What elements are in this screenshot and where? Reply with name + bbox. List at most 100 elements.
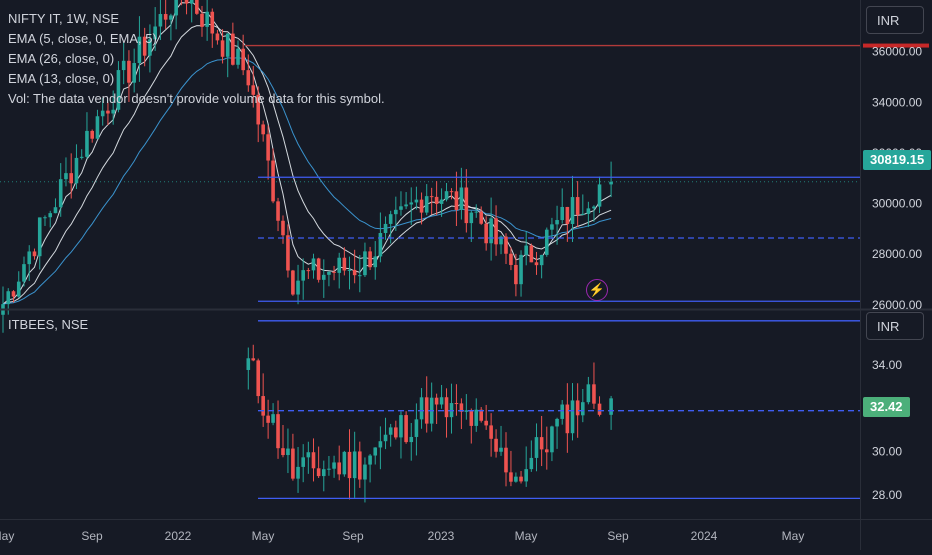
nifty-candle[interactable] bbox=[58, 179, 63, 208]
itbees-candle[interactable] bbox=[544, 449, 549, 453]
nifty-candle[interactable] bbox=[241, 48, 245, 71]
nifty-candle[interactable] bbox=[479, 211, 484, 224]
nifty-candle[interactable] bbox=[306, 270, 311, 272]
itbees-candle[interactable] bbox=[383, 434, 388, 442]
itbees-candle[interactable] bbox=[378, 441, 383, 448]
itbees-candle[interactable] bbox=[358, 451, 362, 480]
nifty-candle[interactable] bbox=[127, 60, 131, 83]
itbees-candle[interactable] bbox=[597, 403, 602, 415]
nifty-candle[interactable] bbox=[43, 217, 47, 219]
nifty-candle[interactable] bbox=[337, 257, 342, 273]
nifty-candle[interactable] bbox=[570, 197, 575, 224]
nifty-candle[interactable] bbox=[519, 254, 523, 285]
itbees-candle[interactable] bbox=[368, 455, 372, 465]
nifty-candle[interactable] bbox=[153, 26, 157, 40]
nifty-candle[interactable] bbox=[424, 196, 429, 213]
itbees-candle[interactable] bbox=[469, 410, 474, 426]
itbees-candle[interactable] bbox=[592, 384, 596, 404]
nifty-candle[interactable] bbox=[79, 156, 84, 158]
itbees-candle[interactable] bbox=[575, 400, 580, 416]
nifty-candle[interactable] bbox=[514, 264, 518, 285]
itbees-candle[interactable] bbox=[550, 426, 554, 453]
nifty-candle[interactable] bbox=[27, 251, 32, 265]
nifty-candle[interactable] bbox=[184, 0, 189, 4]
nifty-candle[interactable] bbox=[215, 33, 220, 41]
nifty-candle[interactable] bbox=[85, 130, 89, 157]
itbees-candle[interactable] bbox=[565, 404, 570, 434]
nifty-candle[interactable] bbox=[210, 11, 215, 34]
nifty-candle[interactable] bbox=[116, 70, 121, 110]
nifty-candle[interactable] bbox=[499, 236, 503, 245]
itbees-candle[interactable] bbox=[494, 438, 498, 452]
nifty-candle[interactable] bbox=[383, 223, 388, 234]
itbees-candle[interactable] bbox=[363, 464, 367, 480]
nifty-candle[interactable] bbox=[419, 199, 424, 213]
nifty-candle[interactable] bbox=[286, 235, 290, 271]
nifty-candle[interactable] bbox=[90, 130, 94, 139]
itbees-candle[interactable] bbox=[301, 457, 305, 467]
itbees-candle[interactable] bbox=[424, 397, 429, 424]
nifty-candle[interactable] bbox=[560, 206, 565, 221]
nifty-candle[interactable] bbox=[48, 213, 53, 218]
nifty-candle[interactable] bbox=[95, 116, 100, 139]
itbees-candle[interactable] bbox=[311, 452, 316, 469]
itbees-candle[interactable] bbox=[296, 466, 300, 479]
nifty-candle[interactable] bbox=[378, 233, 383, 257]
nifty-candle[interactable] bbox=[281, 220, 285, 236]
nifty-candle[interactable] bbox=[311, 258, 316, 271]
nifty-candle[interactable] bbox=[609, 181, 613, 185]
lightning-bolt-icon[interactable]: ⚡ bbox=[586, 279, 608, 301]
itbees-candle[interactable] bbox=[504, 447, 508, 473]
itbees-candle[interactable] bbox=[484, 420, 488, 426]
itbees-candle[interactable] bbox=[261, 396, 265, 416]
itbees-candle[interactable] bbox=[444, 397, 449, 418]
itbees-candle[interactable] bbox=[404, 415, 408, 443]
nifty-candle[interactable] bbox=[158, 14, 163, 27]
nifty-candle[interactable] bbox=[321, 274, 326, 280]
nifty-candle[interactable] bbox=[225, 33, 230, 57]
itbees-candle[interactable] bbox=[256, 360, 261, 397]
itbees-candle[interactable] bbox=[327, 468, 331, 470]
nifty-candle[interactable] bbox=[342, 257, 347, 271]
nifty-candle[interactable] bbox=[266, 134, 270, 161]
nifty-candle[interactable] bbox=[409, 202, 414, 205]
currency-button-top[interactable]: INR bbox=[866, 6, 924, 34]
itbees-candle[interactable] bbox=[316, 468, 321, 477]
nifty-candle[interactable] bbox=[121, 60, 126, 71]
itbees-candle[interactable] bbox=[399, 415, 403, 438]
nifty-candle[interactable] bbox=[459, 187, 464, 210]
nifty-candle[interactable] bbox=[271, 160, 275, 202]
nifty-candle[interactable] bbox=[64, 173, 68, 180]
nifty-candle[interactable] bbox=[132, 63, 136, 83]
nifty-candle[interactable] bbox=[449, 191, 454, 193]
nifty-candle[interactable] bbox=[474, 211, 479, 213]
nifty-candle[interactable] bbox=[137, 36, 142, 64]
itbees-candle[interactable] bbox=[291, 448, 295, 479]
nifty-candle[interactable] bbox=[388, 214, 393, 224]
itbees-candle[interactable] bbox=[560, 404, 565, 419]
nifty-candle[interactable] bbox=[174, 0, 178, 16]
itbees-candles[interactable] bbox=[246, 344, 613, 503]
nifty-candle[interactable] bbox=[195, 0, 199, 14]
itbees-title[interactable]: ITBEES, NSE bbox=[8, 317, 89, 332]
nifty-candle[interactable] bbox=[504, 236, 508, 254]
nifty-candle[interactable] bbox=[592, 206, 596, 209]
itbees-candle[interactable] bbox=[474, 409, 479, 426]
nifty-candle[interactable] bbox=[111, 109, 115, 114]
nifty-candle[interactable] bbox=[439, 199, 444, 204]
itbees-candle[interactable] bbox=[439, 397, 444, 405]
nifty-candle[interactable] bbox=[586, 208, 591, 214]
nifty-candle[interactable] bbox=[142, 36, 147, 56]
itbees-candle[interactable] bbox=[306, 452, 311, 458]
itbees-candle[interactable] bbox=[464, 410, 469, 412]
itbees-candle[interactable] bbox=[373, 447, 378, 456]
nifty-candle[interactable] bbox=[565, 206, 570, 224]
itbees-candle[interactable] bbox=[479, 409, 484, 421]
nifty-candle[interactable] bbox=[454, 191, 459, 210]
nifty-candle[interactable] bbox=[316, 258, 321, 280]
itbees-candle[interactable] bbox=[347, 451, 352, 479]
nifty-candle[interactable] bbox=[16, 281, 21, 297]
nifty-candle[interactable] bbox=[327, 271, 331, 275]
nifty-candle[interactable] bbox=[22, 264, 26, 282]
nifty-candle[interactable] bbox=[394, 209, 398, 215]
